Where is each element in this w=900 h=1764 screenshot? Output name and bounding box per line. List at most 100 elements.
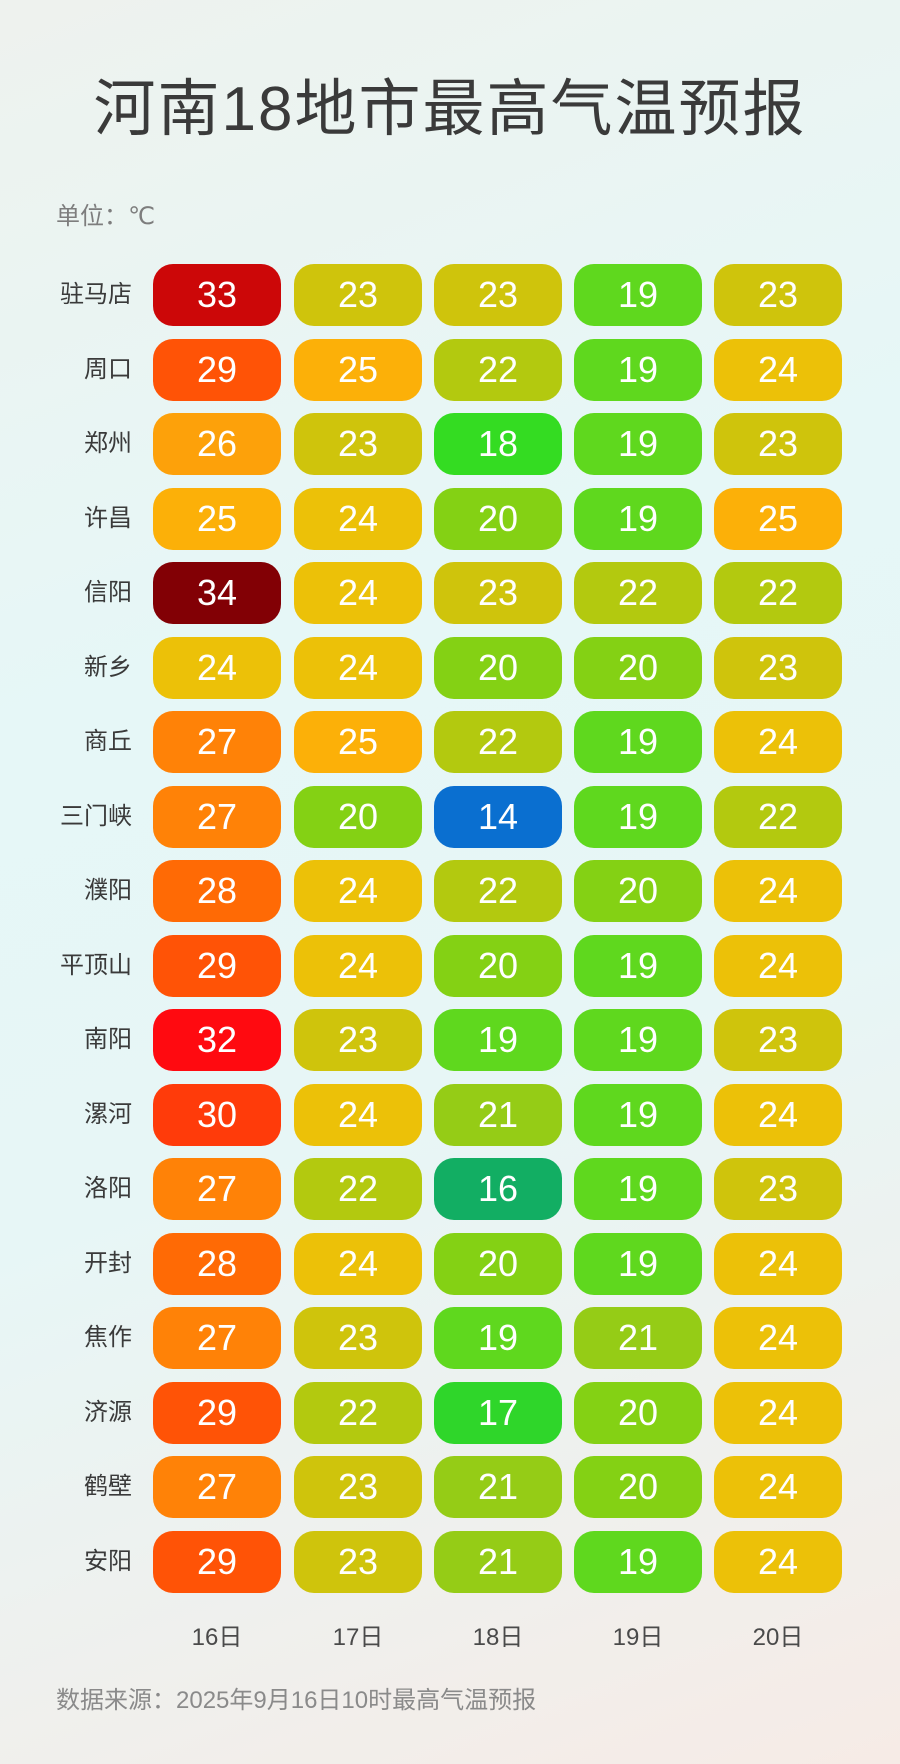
city-label: 安阳 [84,1547,132,1575]
temperature-cell: 22 [294,1158,422,1220]
temperature-cell: 23 [714,1009,842,1071]
temperature-cell: 24 [714,1381,842,1444]
temperature-cell: 19 [574,264,702,326]
temperature-cell: 19 [574,1158,702,1220]
city-label: 信阳 [84,579,132,606]
temperature-cell: 24 [714,711,842,773]
temperature-cell: 22 [294,1381,422,1444]
temperature-cell: 23 [294,1456,422,1518]
temperature-cell: 24 [294,860,422,922]
temperature-cell: 34 [153,562,281,624]
temperature-cell: 19 [434,1009,562,1071]
temperature-cell: 22 [434,338,562,401]
temperature-cell: 23 [714,1158,842,1220]
temperature-cell: 19 [574,711,702,773]
temperature-cell: 19 [574,413,702,475]
temperature-cell: 23 [294,413,422,475]
city-label: 南阳 [84,1026,132,1053]
date-column-label: 16日 [191,1624,243,1651]
temperature-cell: 19 [574,338,702,401]
temperature-cell: 19 [574,1232,702,1295]
temperature-cell: 30 [153,1083,281,1146]
temperature-cell: 23 [714,636,842,699]
temperature-cell: 20 [434,934,562,997]
temperature-cell: 21 [434,1083,562,1146]
temperature-cell: 24 [714,1232,842,1295]
temperature-cell: 24 [714,1456,842,1518]
temperature-cell: 22 [714,562,842,624]
city-label: 鹤壁 [84,1473,132,1500]
temperature-cell: 20 [434,1232,562,1295]
temperature-cell: 27 [153,1456,281,1518]
temperature-cell: 20 [574,636,702,699]
temperature-cell: 24 [294,562,422,624]
temperature-cell: 23 [294,264,422,326]
temperature-cell: 25 [294,711,422,773]
temperature-cell: 19 [434,1307,562,1369]
city-label: 周口 [84,355,132,383]
temperature-cell: 25 [153,487,281,550]
temperature-cell: 23 [714,264,842,326]
temperature-cell: 32 [153,1009,281,1071]
temperature-cell: 19 [574,1083,702,1146]
temperature-cell: 19 [574,487,702,550]
temperature-cell: 23 [294,1530,422,1593]
city-label: 三门峡 [60,802,132,830]
temperature-cell: 22 [434,711,562,773]
temperature-cell: 29 [153,338,281,401]
temperature-cell: 20 [574,860,702,922]
temperature-cell: 22 [714,785,842,848]
temperature-cell: 22 [574,562,702,624]
temperature-cell: 20 [574,1456,702,1518]
temperature-cell: 24 [294,1232,422,1295]
temperature-cell: 24 [294,636,422,699]
temperature-cell: 29 [153,1530,281,1593]
temperature-cell: 19 [574,785,702,848]
temperature-cell: 23 [434,562,562,624]
city-label: 许昌 [84,504,132,532]
temperature-cell: 28 [153,860,281,922]
temperature-cell: 17 [434,1381,562,1444]
temperature-cell: 16 [434,1158,562,1220]
temperature-cell: 19 [574,934,702,997]
temperature-cell: 24 [294,1083,422,1146]
temperature-cell: 28 [153,1232,281,1295]
temperature-cell: 27 [153,711,281,773]
temperature-cell: 26 [153,413,281,475]
date-column-label: 20日 [752,1624,804,1651]
city-label: 商丘 [84,728,132,755]
temperature-cell: 23 [294,1307,422,1369]
temperature-cell: 27 [153,1307,281,1369]
temperature-cell: 24 [714,1530,842,1593]
temperature-cell: 29 [153,934,281,997]
temperature-cell: 22 [434,860,562,922]
city-label: 郑州 [84,430,132,457]
temperature-cell: 24 [714,338,842,401]
city-label: 焦作 [84,1324,132,1351]
temperature-cell: 14 [434,785,562,848]
temperature-cell: 18 [434,413,562,475]
date-column-label: 18日 [472,1624,524,1651]
date-column-label: 19日 [612,1624,664,1651]
temperature-cell: 24 [714,860,842,922]
temperature-cell: 24 [714,1307,842,1369]
temperature-cell: 20 [434,487,562,550]
temperature-cell: 21 [574,1307,702,1369]
unit-label: 单位：℃ [56,203,155,230]
temperature-cell: 23 [434,264,562,326]
city-label: 济源 [84,1398,132,1426]
city-label: 开封 [84,1249,132,1277]
temperature-cell: 19 [574,1530,702,1593]
temperature-cell: 23 [294,1009,422,1071]
city-label: 新乡 [84,653,132,681]
temperature-cell: 20 [434,636,562,699]
temperature-cell: 21 [434,1456,562,1518]
temperature-cell: 25 [294,338,422,401]
temperature-cell: 24 [294,934,422,997]
temperature-cell: 23 [714,413,842,475]
temperature-cell: 25 [714,487,842,550]
temperature-cell: 24 [714,934,842,997]
data-source-note: 数据来源：2025年9月16日10时最高气温预报 [56,1687,537,1714]
temperature-cell: 29 [153,1381,281,1444]
